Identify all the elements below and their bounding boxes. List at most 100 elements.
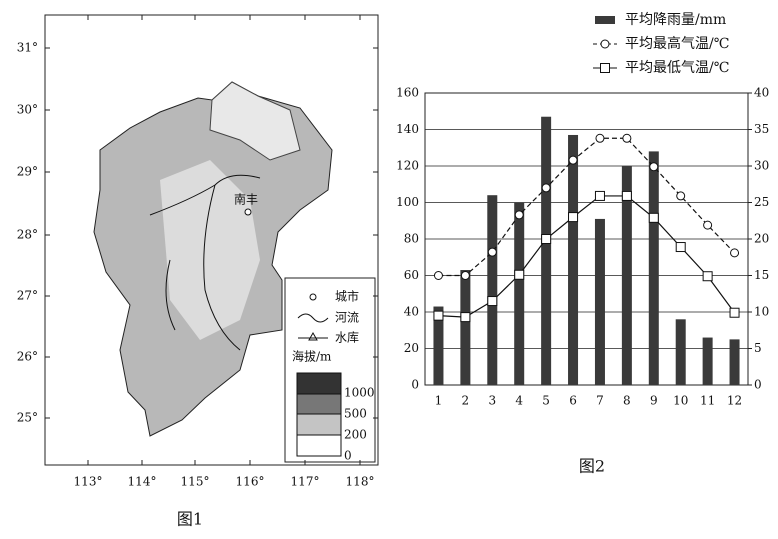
legend-city: 城市 [335, 289, 359, 304]
city-marker [244, 208, 252, 216]
legend-label: 平均最高气温/℃ [625, 35, 729, 52]
bar [433, 306, 444, 385]
lat-label: 27° [17, 289, 38, 303]
bar [675, 319, 686, 385]
bar [487, 195, 498, 385]
lat-label: 30° [17, 103, 38, 117]
point [487, 247, 497, 257]
point [433, 271, 443, 280]
lon-label: 114° [128, 475, 157, 489]
city-label: 南丰 [234, 192, 258, 207]
point [541, 183, 551, 193]
lowland [209, 81, 301, 161]
y2-tick-label: 30 [754, 159, 769, 173]
x-tick-label: 8 [623, 394, 631, 408]
lat-label: 25° [17, 411, 38, 425]
point [487, 296, 498, 307]
legend-label: 平均最低气温/℃ [625, 60, 729, 76]
legend-river-icon [297, 313, 329, 323]
legend-reservoir-icon [298, 331, 328, 341]
x-tick-label: 4 [515, 394, 523, 408]
y-tick-label: 160 [396, 86, 419, 100]
river [149, 174, 261, 351]
legend-label: 平均降雨量/mm [625, 12, 726, 28]
point [568, 212, 579, 223]
point [460, 271, 470, 280]
x-tick-label: 9 [650, 394, 658, 408]
bar [568, 134, 579, 385]
elev-level: 200 [344, 428, 367, 442]
bar [648, 151, 659, 385]
y2-tick-label: 40 [754, 86, 769, 100]
y-tick-label: 60 [404, 268, 419, 282]
y-tick-label: 140 [396, 122, 419, 136]
elev-swatch [296, 434, 342, 457]
elev-level: 1000 [344, 386, 375, 400]
point [648, 212, 659, 223]
legend-marker [600, 39, 610, 49]
x-tick-label: 7 [596, 394, 604, 408]
basin [160, 160, 260, 340]
bar [514, 202, 525, 385]
bar [621, 166, 632, 385]
point [703, 220, 713, 230]
point [675, 242, 686, 253]
x-tick-label: 10 [673, 394, 688, 408]
point [594, 190, 605, 201]
y-tick-label: 40 [404, 305, 419, 319]
x-tick-label: 3 [488, 394, 496, 408]
y2-tick-label: 15 [754, 268, 769, 282]
elev-level: 500 [344, 407, 367, 421]
x-tick-label: 11 [700, 394, 715, 408]
y2-tick-label: 35 [754, 122, 769, 136]
map-caption: 图1 [177, 510, 203, 529]
point [621, 190, 632, 201]
y-tick-label: 0 [411, 378, 419, 392]
bar [729, 339, 740, 385]
point [460, 312, 471, 323]
point [676, 191, 686, 201]
bar [702, 337, 713, 385]
elev-level: 0 [344, 449, 352, 463]
point [622, 133, 632, 143]
point [730, 248, 740, 258]
lon-label: 115° [181, 475, 210, 489]
elev-swatch [296, 372, 342, 395]
point [729, 307, 740, 318]
plot-frame [424, 92, 749, 386]
legend-reservoir: 水库 [335, 330, 359, 345]
y-tick-label: 20 [404, 341, 419, 355]
lon-label: 113° [74, 475, 103, 489]
lat-label: 29° [17, 165, 38, 179]
x-tick-label: 12 [727, 394, 742, 408]
x-tick-label: 6 [569, 394, 577, 408]
x-tick-label: 5 [542, 394, 550, 408]
y2-tick-label: 20 [754, 232, 769, 246]
y2-tick-label: 5 [754, 341, 762, 355]
line [438, 137, 735, 277]
y2-tick-label: 0 [754, 378, 762, 392]
point [702, 271, 713, 282]
y-tick-label: 80 [404, 232, 419, 246]
lat-label: 28° [17, 228, 38, 242]
y2-tick-label: 25 [754, 195, 769, 209]
elev-swatch [296, 393, 342, 415]
line [438, 195, 736, 318]
elev-swatch [296, 413, 342, 436]
lat-label: 31° [17, 41, 38, 55]
lat-label: 26° [17, 350, 38, 364]
point [595, 133, 605, 143]
chart-caption: 图2 [579, 457, 605, 476]
lon-label: 118° [346, 475, 375, 489]
legend-swatch [595, 16, 615, 24]
point [433, 310, 444, 321]
legend-marker [600, 63, 610, 73]
lon-label: 116° [236, 475, 265, 489]
x-tick-label: 2 [462, 394, 470, 408]
bar [541, 116, 552, 385]
legend-city-icon [309, 293, 317, 301]
bar [594, 218, 605, 385]
point [649, 162, 659, 172]
